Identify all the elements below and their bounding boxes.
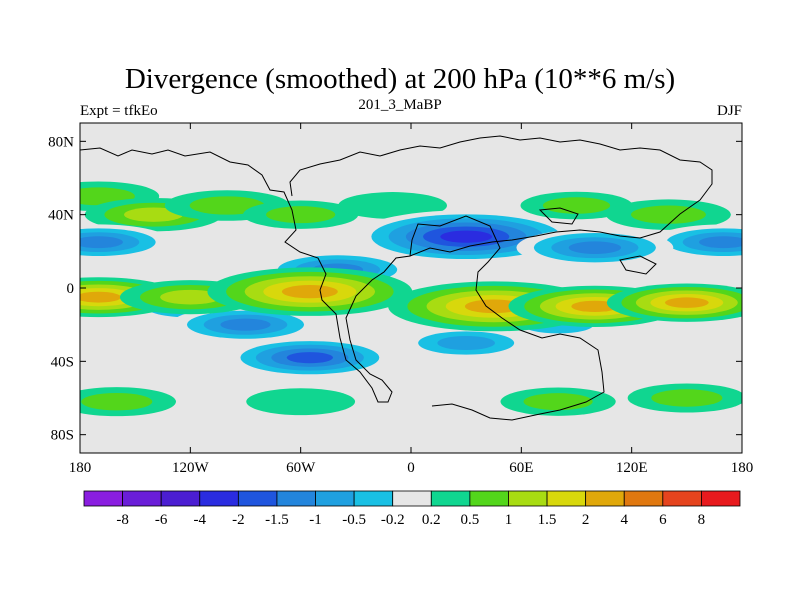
field-contour-23-1 (81, 392, 153, 411)
field-contour-10-5 (440, 230, 493, 243)
colorbar-label: -1 (309, 512, 322, 528)
field-contour-18-2 (160, 289, 221, 305)
coastline-outline (80, 135, 713, 421)
colorbar-swatch (122, 490, 162, 507)
colorbar-label: -1.5 (265, 512, 289, 528)
colorbar-swatch (623, 490, 664, 507)
colorbar-swatch (237, 490, 278, 507)
field-contour-14-4 (286, 352, 333, 364)
colorbar-swatch (585, 490, 625, 507)
colorbar-swatch (276, 490, 316, 507)
colorbar-swatch (546, 490, 587, 507)
colorbar-swatch (199, 490, 239, 507)
field-contour-13-3 (220, 318, 271, 331)
field-contour-24-0 (246, 388, 356, 416)
y-tick-label: 40S (51, 354, 74, 370)
field-contour-2-1 (189, 196, 265, 215)
colorbar-label: -2 (232, 512, 245, 528)
colorbar-label: -8 (116, 512, 129, 528)
field-contour-22-4 (665, 297, 709, 308)
season-label: DJF (716, 103, 742, 119)
colorbar-swatch (508, 490, 548, 507)
colorbar-swatch (662, 490, 702, 507)
colorbar-swatch (353, 490, 394, 507)
colorbar-label: 0.5 (461, 512, 480, 528)
x-tick-label: 120W (172, 460, 210, 476)
x-tick-label: 0 (407, 460, 415, 476)
x-tick-label: 60E (509, 460, 533, 476)
colorbar-swatch (469, 490, 509, 507)
field-contour-6-1 (631, 205, 706, 224)
colorbar-label: 6 (659, 512, 667, 528)
colorbar-label: 1.5 (538, 512, 557, 528)
x-axis: 180 120W 60W 0 60E 120E 180 (69, 123, 754, 476)
colorbar-swatch (701, 490, 741, 507)
colorbar-label: -6 (155, 512, 168, 528)
field-contour-20-4 (464, 299, 523, 314)
colorbar-swatch (315, 490, 355, 507)
chart-title: Divergence (smoothed) at 200 hPa (10**6 … (124, 63, 676, 95)
colorbar-swatch (392, 490, 432, 507)
field-contour-25-1 (523, 393, 593, 411)
x-tick-label: 180 (731, 460, 754, 476)
colorbar-label: 0.2 (422, 512, 441, 528)
colorbar: -8 -6 -4 -2 -1.5 -1 -0.5 -0.2 0.2 0.5 1 1.5 2 4 6 8 (83, 490, 741, 528)
colorbar-label: 8 (698, 512, 706, 528)
y-tick-label: 80S (51, 428, 74, 444)
field-contour-11-3 (568, 241, 622, 254)
field-contour-21-4 (571, 300, 619, 312)
colorbar-label: -0.5 (342, 512, 366, 528)
y-tick-label: 0 (67, 281, 75, 297)
run-label: 201_3_MaBP (358, 97, 442, 113)
y-axis: 80N 40N 0 40S 80S (48, 134, 742, 444)
colorbar-label: 2 (582, 512, 590, 528)
x-tick-label: 120E (616, 460, 648, 476)
x-tick-label: 60W (286, 460, 316, 476)
field-contour-15-2 (437, 336, 495, 350)
y-tick-label: 40N (48, 208, 74, 224)
field-contour-3-1 (266, 206, 336, 224)
y-tick-label: 80N (48, 134, 74, 150)
field-contour-5-1 (542, 197, 611, 214)
field-contour-7-3 (80, 236, 123, 249)
field-contour-26-1 (651, 389, 723, 407)
colorbar-swatch (83, 490, 123, 507)
colorbar-label: 4 (620, 512, 628, 528)
field-contour-4-0 (338, 192, 448, 219)
field-contour-17-4 (80, 291, 122, 303)
experiment-label: Expt = tfkEo (80, 103, 158, 119)
field-contour-8-3 (699, 236, 742, 249)
colorbar-label: -4 (194, 512, 207, 528)
colorbar-swatch (430, 490, 471, 507)
colorbar-label: -0.2 (381, 512, 405, 528)
colorbar-label: 1 (505, 512, 513, 528)
field-contour-1-2 (124, 207, 184, 222)
field-contour-19-4 (281, 285, 338, 299)
field-contour-28-0 (615, 137, 722, 164)
x-tick-label: 180 (69, 460, 92, 476)
colorbar-swatch (160, 490, 201, 507)
field-contour-27-0 (80, 137, 170, 164)
